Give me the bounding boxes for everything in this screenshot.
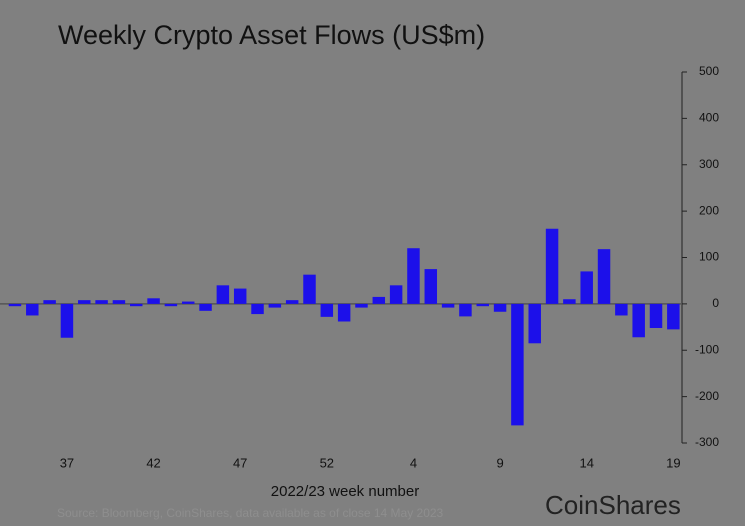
x-tick-label: 42 <box>146 455 160 470</box>
bar <box>233 288 247 304</box>
bar <box>632 303 645 338</box>
bar <box>268 303 282 308</box>
y-tick-label: 0 <box>712 296 719 310</box>
bar <box>597 249 611 304</box>
bar <box>78 300 91 304</box>
x-tick-label: 14 <box>579 455 593 470</box>
bar <box>130 303 143 307</box>
bar <box>320 303 334 317</box>
x-tick-label: 52 <box>320 455 334 470</box>
bar <box>216 285 230 304</box>
x-tick-label: 4 <box>410 455 417 470</box>
bar <box>580 271 593 304</box>
x-tick-label: 37 <box>60 455 74 470</box>
bar <box>181 301 195 304</box>
x-tick-label: 9 <box>496 455 503 470</box>
bar <box>95 300 108 304</box>
bar <box>528 303 541 344</box>
bar <box>285 300 299 304</box>
bar <box>407 248 420 304</box>
bar <box>8 303 22 307</box>
source-note: Source: Bloomberg, CoinShares, data avai… <box>57 506 444 520</box>
bar <box>563 299 576 304</box>
y-tick-label: 300 <box>699 157 719 171</box>
bar <box>615 303 628 316</box>
bar <box>424 269 438 304</box>
y-tick-label: 500 <box>699 64 719 78</box>
y-tick-label: 400 <box>699 111 719 125</box>
bar <box>164 303 178 307</box>
x-axis-label: 2022/23 week number <box>271 483 419 500</box>
bar <box>372 296 386 304</box>
bar <box>43 300 56 304</box>
bar <box>112 300 126 304</box>
bar <box>147 298 160 304</box>
bar <box>389 285 403 304</box>
bar <box>355 303 368 308</box>
bar <box>60 303 74 338</box>
bar <box>251 303 264 315</box>
bar <box>511 303 524 426</box>
bar <box>303 274 316 304</box>
bar <box>649 303 663 328</box>
y-tick-label: 100 <box>699 250 719 264</box>
bar <box>545 228 559 304</box>
x-tick-label: 19 <box>666 455 680 470</box>
bar <box>493 303 507 312</box>
bar <box>476 303 489 307</box>
y-tick-label: 200 <box>699 203 719 217</box>
bar <box>441 303 455 308</box>
bar <box>199 303 212 311</box>
bar <box>337 303 351 322</box>
bar <box>26 303 39 316</box>
bar <box>459 303 472 317</box>
y-tick-label: -200 <box>695 389 719 403</box>
y-tick-label: -100 <box>695 342 719 356</box>
chart-title: Weekly Crypto Asset Flows (US$m) <box>58 20 485 50</box>
brand-logo: CoinShares <box>545 490 681 520</box>
y-tick-label: -300 <box>695 435 719 449</box>
bar <box>667 303 680 330</box>
x-tick-label: 47 <box>233 455 247 470</box>
